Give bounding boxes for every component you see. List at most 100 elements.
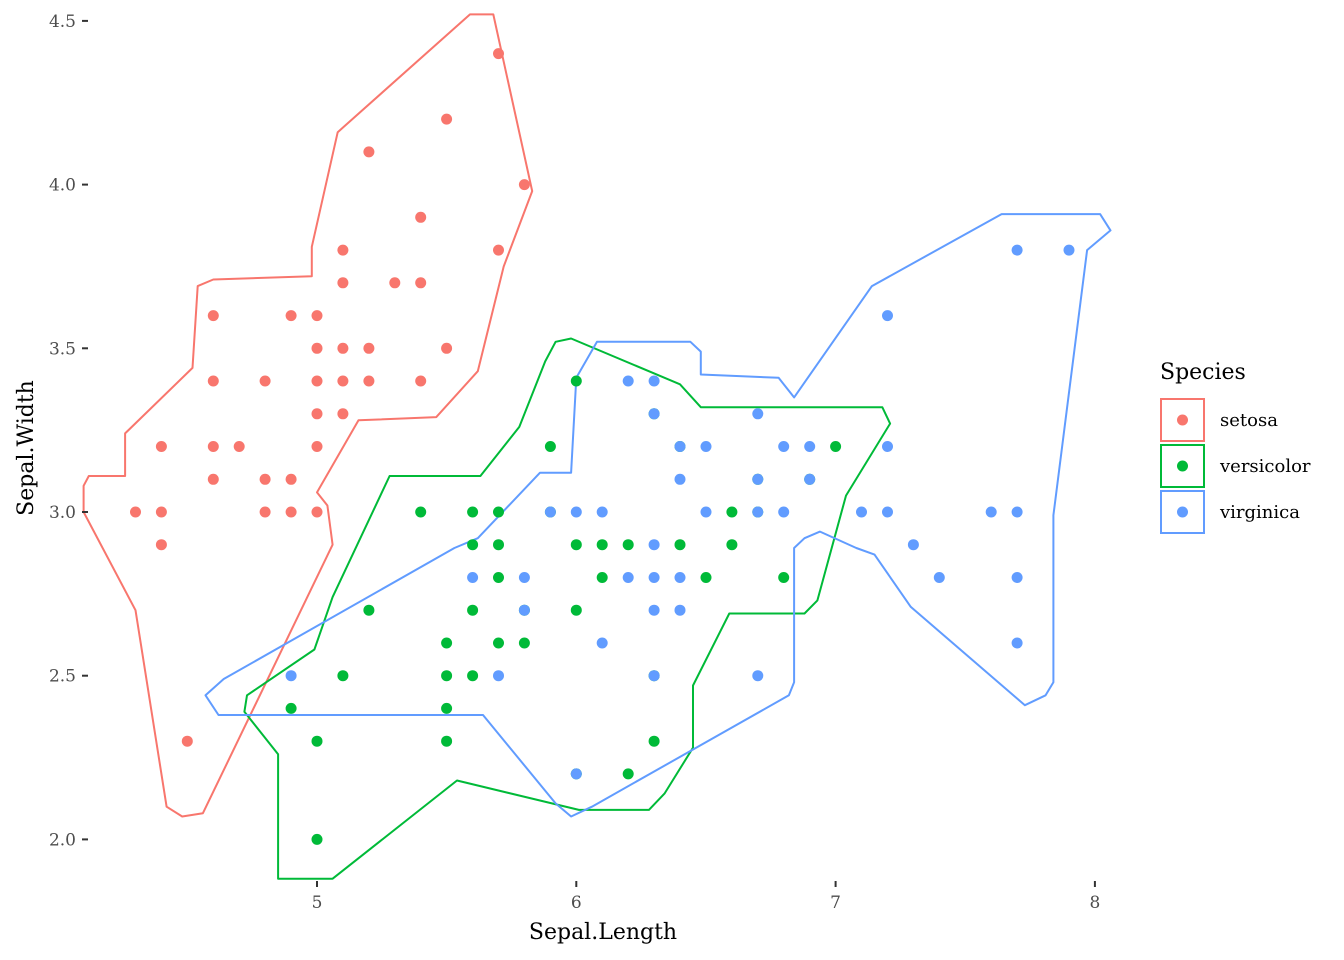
point-setosa [181, 735, 193, 747]
point-setosa [259, 473, 271, 485]
point-versicolor [441, 637, 453, 649]
point-virginica [544, 506, 556, 518]
legend-label-setosa: setosa [1220, 410, 1278, 431]
point-virginica [285, 670, 297, 682]
point-versicolor [493, 572, 504, 583]
point-virginica [1011, 637, 1023, 649]
point-setosa [311, 310, 323, 322]
legend-title: Species [1160, 360, 1246, 385]
point-virginica [907, 539, 919, 551]
point-virginica [648, 572, 660, 583]
point-versicolor [700, 572, 712, 583]
point-setosa [311, 441, 323, 452]
point-setosa [337, 244, 349, 256]
point-versicolor [778, 572, 790, 583]
point-virginica [648, 670, 660, 682]
point-versicolor [441, 670, 453, 682]
point-layer [130, 48, 1075, 845]
point-setosa [259, 506, 271, 518]
point-virginica [596, 506, 608, 518]
point-virginica [752, 473, 764, 485]
legend-dot-virginica [1177, 506, 1188, 518]
point-setosa [285, 473, 297, 485]
point-setosa [363, 375, 375, 387]
point-setosa [389, 277, 401, 289]
point-virginica [778, 441, 790, 452]
point-virginica [882, 441, 893, 452]
point-virginica [674, 441, 686, 452]
point-virginica [700, 506, 712, 518]
point-setosa [130, 506, 141, 518]
point-versicolor [544, 441, 556, 452]
point-versicolor [570, 375, 582, 387]
point-virginica [1011, 244, 1023, 256]
point-setosa [493, 48, 504, 60]
point-setosa [207, 375, 219, 387]
x-axis: 5 6 7 8 [312, 881, 1100, 913]
point-versicolor [467, 539, 479, 551]
point-virginica [570, 506, 582, 518]
point-versicolor [337, 670, 349, 682]
point-virginica [804, 441, 816, 452]
point-setosa [259, 375, 271, 387]
legend: Species setosa versicolor virginica [1160, 360, 1311, 534]
point-virginica [752, 670, 764, 682]
point-versicolor [648, 735, 660, 747]
point-versicolor [596, 572, 608, 583]
point-setosa [441, 342, 453, 354]
point-virginica [856, 506, 867, 518]
point-setosa [311, 342, 323, 354]
point-versicolor [467, 506, 479, 518]
point-versicolor [285, 702, 297, 714]
point-versicolor [467, 604, 479, 616]
point-versicolor [493, 539, 504, 551]
point-setosa [311, 506, 323, 518]
point-virginica [1011, 506, 1023, 518]
point-virginica [622, 572, 634, 583]
point-setosa [207, 473, 219, 485]
point-virginica [596, 637, 608, 649]
point-versicolor [622, 539, 634, 551]
point-setosa [441, 113, 453, 125]
point-setosa [311, 408, 323, 420]
point-setosa [337, 342, 349, 354]
point-virginica [518, 604, 530, 616]
point-virginica [648, 604, 660, 616]
point-versicolor [570, 604, 582, 616]
point-setosa [207, 441, 219, 452]
point-versicolor [493, 637, 504, 649]
point-virginica [648, 375, 660, 387]
y-axis-title: Sepal.Width [14, 380, 39, 516]
point-virginica [674, 604, 686, 616]
point-versicolor [830, 441, 842, 452]
point-virginica [674, 572, 686, 583]
point-virginica [518, 572, 530, 583]
x-tick-label: 8 [1089, 893, 1100, 913]
point-virginica [648, 539, 660, 551]
point-setosa [311, 375, 323, 387]
point-setosa [415, 211, 427, 223]
point-setosa [207, 310, 219, 322]
y-tick-label: 2.0 [49, 830, 76, 850]
point-versicolor [622, 768, 634, 780]
point-versicolor [363, 604, 375, 616]
point-versicolor [570, 539, 582, 551]
point-virginica [778, 506, 790, 518]
x-tick-label: 5 [312, 893, 323, 913]
point-setosa [363, 146, 375, 158]
x-tick-label: 7 [830, 893, 841, 913]
point-virginica [622, 375, 634, 387]
point-versicolor [311, 833, 323, 845]
point-virginica [752, 506, 764, 518]
point-versicolor [596, 539, 608, 551]
point-versicolor [467, 670, 479, 682]
point-virginica [882, 310, 893, 322]
point-virginica [882, 506, 893, 518]
point-virginica [752, 408, 764, 420]
point-versicolor [441, 702, 453, 714]
point-virginica [985, 506, 997, 518]
point-virginica [467, 572, 479, 583]
legend-label-virginica: virginica [1219, 502, 1300, 523]
point-setosa [155, 506, 167, 518]
